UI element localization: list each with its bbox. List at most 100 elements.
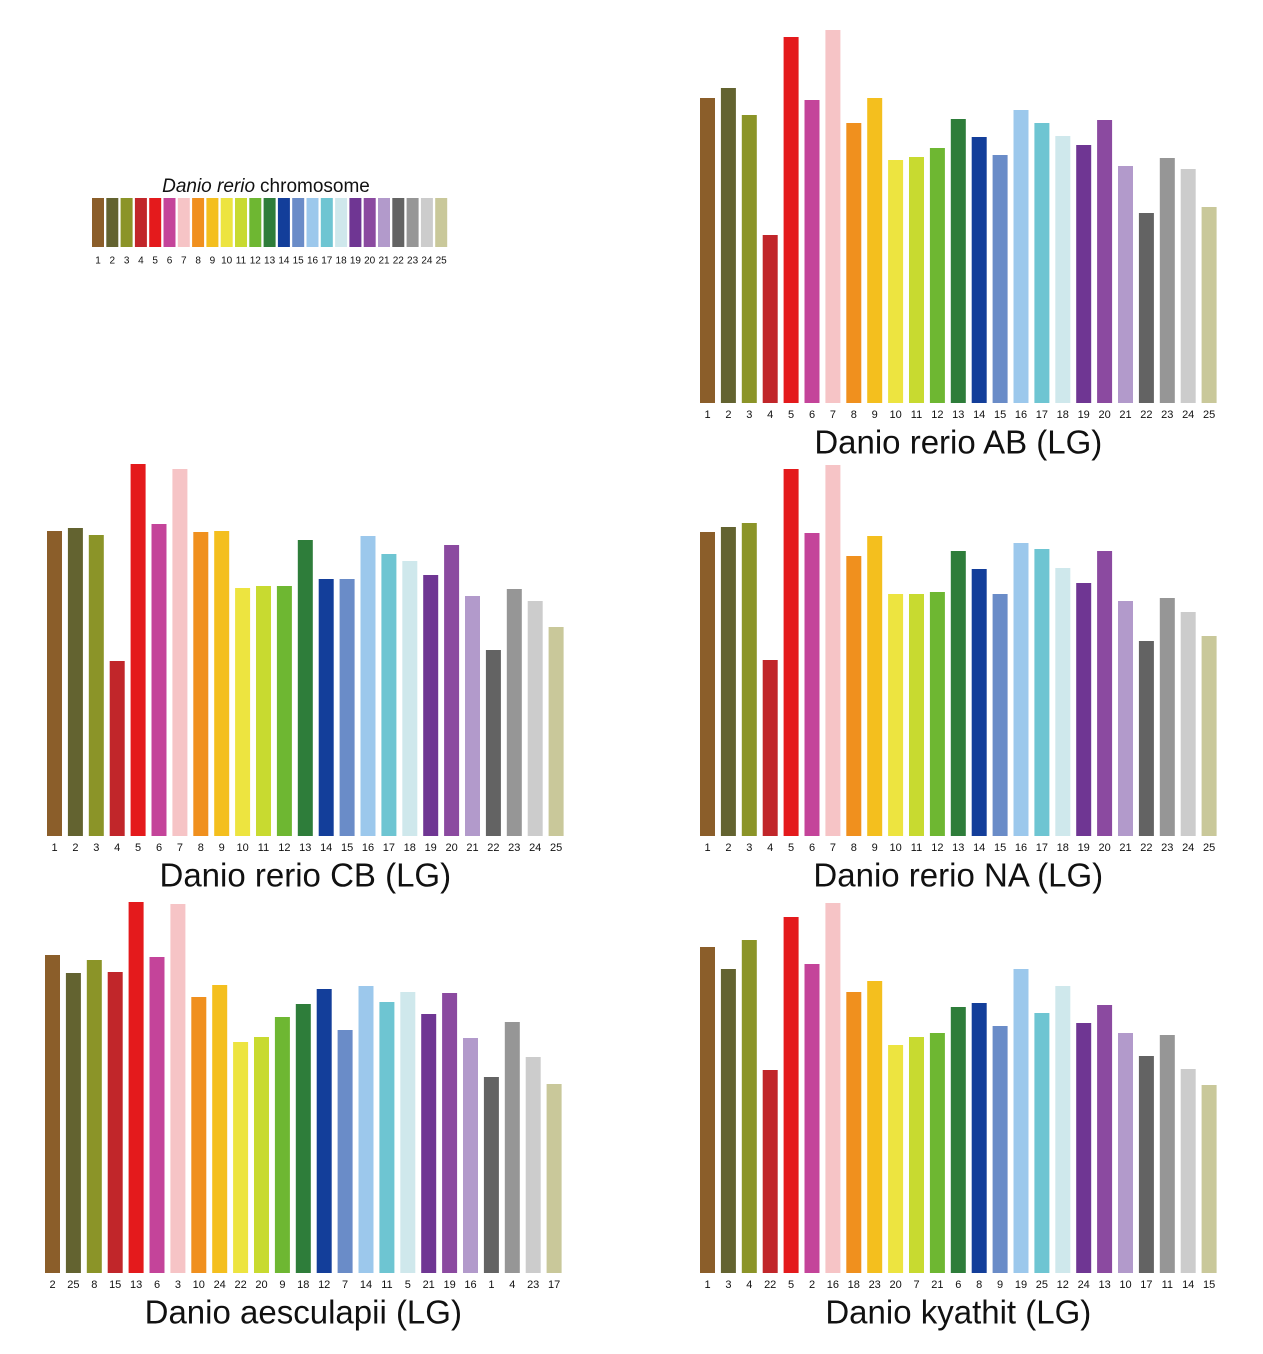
legend-swatch [363, 198, 376, 247]
legend-label: 18 [336, 256, 348, 267]
legend-swatch [92, 198, 104, 247]
chromosome-bar [214, 531, 230, 836]
chromosome-label: 18 [297, 1279, 309, 1291]
legend-swatch [335, 198, 348, 247]
chromosome-bar [929, 148, 945, 403]
legend-label: 5 [152, 256, 158, 267]
chromosome-bar [151, 524, 167, 836]
legend-swatch [177, 198, 190, 247]
legend-swatch [320, 198, 333, 247]
chromosome-label: 18 [848, 1279, 860, 1291]
chromosome-bar [318, 579, 334, 836]
legend-label: 23 [407, 256, 419, 267]
chromosome-bar [1034, 123, 1050, 403]
chromosome-label: 10 [236, 842, 248, 854]
chromosome-bar [421, 1014, 437, 1273]
chromosome-bar [423, 575, 439, 836]
chromosome-bar [485, 650, 501, 836]
chromosome-bar [86, 960, 102, 1273]
chromosome-bar [191, 997, 207, 1273]
chromosome-bar [1034, 549, 1050, 836]
chromosome-bar [950, 119, 966, 403]
chromosome-label: 8 [976, 1279, 982, 1291]
chromosome-bar [233, 1042, 249, 1273]
chromosome-label: 19 [1078, 842, 1090, 854]
chromosome-bar [825, 30, 841, 403]
chromosome-label: 8 [91, 1279, 97, 1291]
chromosome-label: 18 [1057, 842, 1069, 854]
chromosome-bar [909, 594, 924, 836]
chromosome-bar [45, 955, 60, 1273]
chromosome-bar [888, 594, 904, 836]
chromosome-bar [720, 969, 736, 1273]
legend-label: 6 [167, 256, 173, 267]
chromosome-label: 3 [93, 842, 99, 854]
chromosome-label: 16 [827, 1279, 839, 1291]
chromosome-bar [1201, 207, 1217, 403]
chromosome-bar [339, 579, 355, 836]
chromosome-label: 25 [550, 842, 562, 854]
chromosome-label: 17 [383, 842, 395, 854]
chromosome-label: 15 [341, 842, 353, 854]
chromosome-bar [402, 561, 418, 836]
chromosome-bar [825, 465, 841, 836]
chromosome-label: 21 [423, 1279, 435, 1291]
chromosome-bar [1097, 120, 1113, 403]
chromosome-bar [1097, 1005, 1113, 1273]
legend-title-rest: chromosome [260, 176, 370, 197]
chromosome-bar [867, 98, 883, 403]
chromosome-bar [256, 586, 271, 836]
chromosome-bar [867, 536, 883, 836]
chromosome-label: 11 [911, 409, 922, 421]
chromosome-label: 9 [997, 1279, 1003, 1291]
chromosome-bar [442, 993, 458, 1273]
chromosome-bar [1180, 612, 1196, 836]
chromosome-bar [1159, 158, 1175, 403]
chromosome-label: 9 [872, 842, 878, 854]
legend-label: 21 [378, 256, 390, 267]
chromosome-label: 22 [764, 1279, 776, 1291]
chromosome-bar [381, 554, 397, 836]
legend-label: 19 [350, 256, 362, 267]
legend-label: 25 [436, 256, 448, 267]
chromosome-label: 1 [704, 1279, 710, 1291]
legend-label: 14 [278, 256, 290, 267]
chromosome-label: 25 [67, 1279, 79, 1291]
chromosome-bar [1118, 601, 1133, 836]
legend-swatch [263, 198, 276, 247]
chromosome-label: 10 [889, 842, 901, 854]
chromosome-bar [888, 160, 904, 403]
chromosome-label: 5 [788, 842, 794, 854]
chromosome-label: 9 [872, 409, 878, 421]
chromosome-label: 9 [219, 842, 225, 854]
chromosome-label: 14 [973, 842, 985, 854]
legend-swatch [206, 198, 219, 247]
chromosome-bar [1118, 1033, 1133, 1273]
chromosome-label: 12 [318, 1279, 330, 1291]
chromosome-bar [548, 627, 564, 836]
panel-title: Danio aesculapii (LG) [145, 1294, 462, 1331]
chromosome-bar [276, 586, 292, 836]
chromosome-bar [212, 985, 228, 1273]
chromosome-label: 2 [72, 842, 78, 854]
chromosome-label: 22 [234, 1279, 246, 1291]
chromosome-label: 15 [1203, 1279, 1215, 1291]
chromosome-bar [254, 1037, 269, 1273]
legend-swatch [306, 198, 319, 247]
chromosome-bar [700, 532, 715, 836]
chromosome-label: 2 [725, 842, 731, 854]
chromosome-bar [971, 137, 987, 403]
chromosome-bar [463, 1038, 478, 1273]
chromosome-label: 6 [809, 409, 815, 421]
chromosome-label: 16 [1015, 842, 1027, 854]
chromosome-bar [929, 1033, 945, 1273]
chromosome-bar [1180, 169, 1196, 403]
chromosome-label: 2 [809, 1279, 815, 1291]
chromosome-bar [65, 973, 81, 1273]
chromosome-label: 17 [1036, 842, 1048, 854]
chromosome-bar [971, 1003, 987, 1273]
chromosome-bar [67, 528, 83, 836]
chromosome-bar [316, 989, 332, 1273]
legend-swatch [106, 198, 119, 247]
